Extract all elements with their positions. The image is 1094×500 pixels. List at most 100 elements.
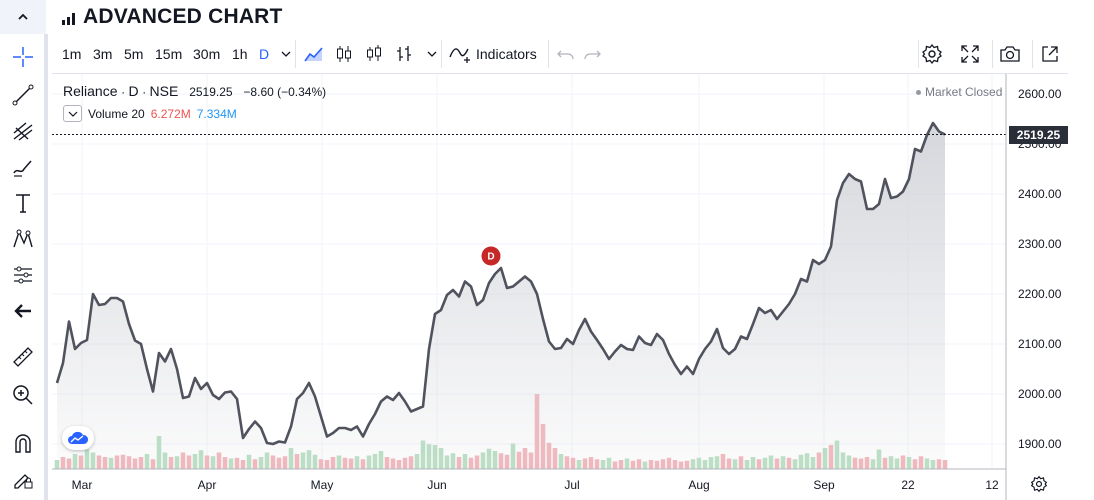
timeframe-30m[interactable]: 30m <box>193 46 221 62</box>
price-chart[interactable]: D 2600.002500.002400.002300.002200.00210… <box>52 74 1068 500</box>
chevron-down-icon <box>68 111 77 117</box>
tradingview-logo[interactable] <box>62 426 94 450</box>
dividend-marker-label: D <box>487 252 494 263</box>
crosshair-icon <box>13 47 33 67</box>
zoom-in-tool[interactable] <box>8 380 38 410</box>
time-tick-label: Jul <box>564 478 579 492</box>
candles-style-button[interactable] <box>332 42 356 66</box>
price-area-fill <box>57 123 945 469</box>
timeframe-15m[interactable]: 15m <box>155 46 183 62</box>
chart-settings-corner[interactable] <box>1028 473 1050 495</box>
bars-icon <box>397 46 411 61</box>
volume-study-label[interactable]: Volume 20 <box>88 106 145 121</box>
price-tick-label: 2200.00 <box>1018 287 1062 301</box>
popout-button[interactable] <box>1038 42 1062 66</box>
market-status: Market Closed <box>916 85 1002 99</box>
page-title: ADVANCED CHART <box>62 5 283 29</box>
fullscreen-icon <box>961 45 979 63</box>
timeframe-d[interactable]: D <box>259 46 270 62</box>
magnet-icon <box>15 434 31 453</box>
bar-chart-icon <box>62 13 75 25</box>
indicators-icon <box>449 48 470 63</box>
separator <box>295 40 296 68</box>
time-tick-label: 22 <box>901 478 915 492</box>
timeframe-1h[interactable]: 1h <box>232 46 248 62</box>
price-axis[interactable]: 2600.002500.002400.002300.002200.002100.… <box>1018 87 1062 451</box>
chart-style-dropdown[interactable] <box>420 42 444 66</box>
redo-button[interactable] <box>580 42 604 66</box>
undo-button[interactable] <box>554 42 578 66</box>
text-tool[interactable] <box>8 188 38 218</box>
pitchfork-tool[interactable] <box>8 116 38 146</box>
back-arrow-icon <box>14 304 31 318</box>
symbol-name[interactable]: Reliance <box>63 83 118 99</box>
hollow-candles-style-button[interactable] <box>362 42 386 66</box>
trend-line-tool[interactable] <box>8 80 38 110</box>
time-tick-label: Jun <box>427 478 446 492</box>
price-tick-label: 2100.00 <box>1018 337 1062 351</box>
brush-icon <box>13 160 32 177</box>
symbol-legend: Reliance · D · NSE 2519.25 −8.60 (−0.34%… <box>63 83 326 99</box>
crosshair-tool[interactable] <box>8 42 38 72</box>
cloud-chart-icon <box>68 431 89 444</box>
time-axis[interactable]: Mar Apr May Jun Jul Aug Sep 22 12 <box>72 478 999 492</box>
settings-button[interactable] <box>920 42 944 66</box>
back-tool[interactable] <box>8 296 38 326</box>
bars-style-button[interactable] <box>392 42 416 66</box>
pattern-tool[interactable] <box>8 224 38 254</box>
chevron-down-icon <box>427 51 437 57</box>
volume-value: 6.272M <box>150 106 191 121</box>
time-tick-label: May <box>311 478 334 492</box>
time-tick-label: 12 <box>985 478 999 492</box>
separator <box>1032 40 1033 68</box>
zoom-in-icon <box>13 385 33 405</box>
symbol-exchange: NSE <box>149 83 179 99</box>
magnet-tool[interactable] <box>8 428 38 458</box>
time-tick-label: Apr <box>198 478 217 492</box>
separator <box>548 40 549 68</box>
hollow-candles-icon <box>367 45 381 61</box>
price-change-value: −8.60 (−0.34%) <box>243 85 327 99</box>
area-style-button[interactable] <box>302 42 326 66</box>
indicators-icon-wrap[interactable] <box>448 42 472 66</box>
timeframe-3m[interactable]: 3m <box>93 46 113 62</box>
collapse-button[interactable] <box>0 0 46 34</box>
volume-ma-value: 7.334M <box>196 106 237 121</box>
price-tick-label: 1900.00 <box>1018 437 1062 451</box>
indicators-button[interactable]: Indicators <box>476 46 537 62</box>
price-tick-label: 2300.00 <box>1018 237 1062 251</box>
symbol-interval: D <box>128 83 139 99</box>
chevron-down-icon <box>281 51 291 57</box>
ruler-icon <box>13 347 33 367</box>
fullscreen-button[interactable] <box>958 42 982 66</box>
timeframe-1m[interactable]: 1m <box>62 46 82 62</box>
price-tick-label: 2000.00 <box>1018 387 1062 401</box>
separator <box>918 40 919 68</box>
pitchfork-icon <box>13 122 33 141</box>
price-tick-label: 2400.00 <box>1018 187 1062 201</box>
redo-icon <box>584 50 601 60</box>
forecast-tool[interactable] <box>8 260 38 290</box>
legend-collapse-toggle[interactable] <box>63 105 82 122</box>
candles-icon <box>337 46 351 62</box>
timeframe-5m[interactable]: 5m <box>124 46 144 62</box>
screenshot-button[interactable] <box>998 42 1022 66</box>
volume-legend: Volume 20 6.272M 7.334M <box>63 105 237 122</box>
brush-tool[interactable] <box>8 152 38 182</box>
settings-icon <box>922 43 942 65</box>
settings-icon <box>1030 475 1048 493</box>
price-tick-label: 2600.00 <box>1018 87 1062 101</box>
time-tick-label: Aug <box>688 478 709 492</box>
ruler-tool[interactable] <box>8 342 38 372</box>
dividend-marker[interactable]: D <box>481 246 501 266</box>
popout-icon <box>1042 46 1058 62</box>
timeframe-dropdown[interactable] <box>274 42 298 66</box>
price-line <box>55 121 946 446</box>
undo-icon <box>557 50 574 60</box>
chart-toolbar: 1m 3m 5m 15m 30m 1h D Indicators <box>52 34 1068 74</box>
lock-drawings-tool[interactable] <box>8 464 38 494</box>
last-price-badge: 2519.25 <box>1009 125 1068 144</box>
separator <box>992 40 993 68</box>
area-chart-icon <box>304 47 323 62</box>
status-dot <box>916 90 921 96</box>
